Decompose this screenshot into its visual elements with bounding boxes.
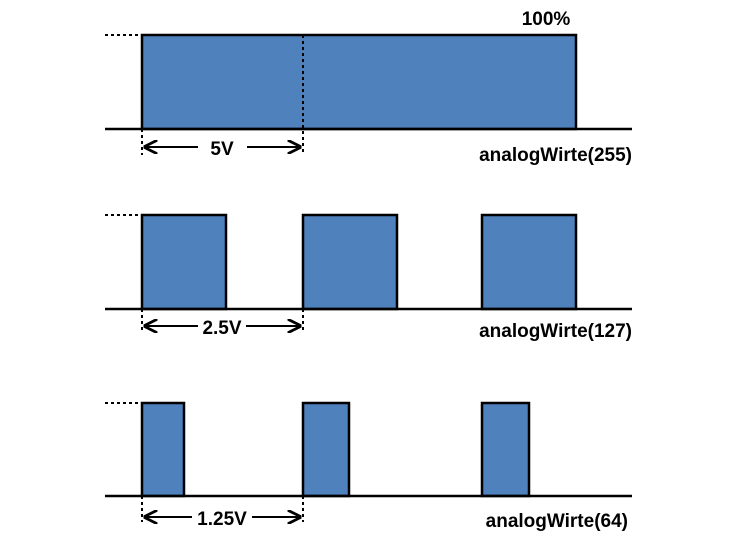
voltage-label: 2.5V — [202, 318, 241, 339]
voltage-label: 5V — [210, 139, 234, 160]
duty-cycle-label: 100% — [522, 9, 571, 30]
pwm-pulse — [140, 33, 578, 131]
pwm-pulse — [140, 213, 228, 311]
function-label: analogWirte(255) — [479, 145, 632, 166]
pwm-pulse — [480, 401, 531, 498]
pwm-row-255: 5V 100% analogWirte(255) — [105, 9, 632, 166]
function-label: analogWirte(64) — [486, 511, 628, 532]
pwm-row-64: 1.25V analogWirte(64) — [105, 401, 632, 532]
pwm-row-127: 2.5V analogWirte(127) — [105, 213, 632, 342]
pwm-pulse — [140, 401, 186, 498]
voltage-label: 1.25V — [197, 509, 247, 530]
pwm-pulse — [480, 213, 578, 311]
function-label: analogWirte(127) — [479, 321, 632, 342]
pwm-pulse — [301, 213, 399, 311]
pwm-pulse — [301, 401, 351, 498]
